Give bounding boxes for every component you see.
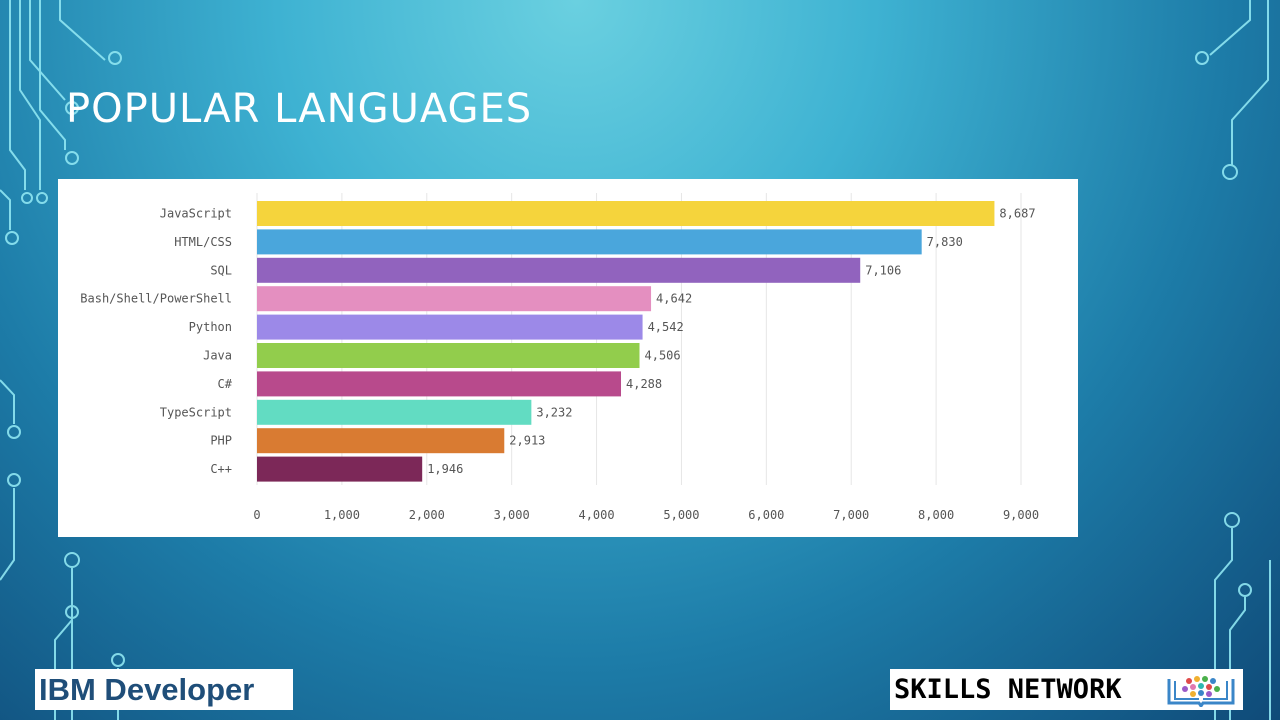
category-label: C++ — [210, 462, 232, 476]
bar — [257, 456, 423, 482]
x-tick-label: 1,000 — [324, 508, 360, 522]
data-label: 4,642 — [656, 292, 692, 306]
data-label: 1,946 — [427, 462, 463, 476]
category-label: TypeScript — [160, 405, 232, 419]
bar — [257, 201, 995, 226]
bar — [257, 343, 640, 368]
data-label: 4,506 — [645, 349, 681, 363]
x-tick-label: 3,000 — [494, 508, 530, 522]
x-tick-label: 4,000 — [578, 508, 614, 522]
data-label: 7,830 — [927, 235, 963, 249]
x-tick-label: 5,000 — [663, 508, 699, 522]
bar — [257, 257, 861, 283]
book-people-icon — [1167, 676, 1235, 707]
bar — [257, 371, 622, 397]
x-tick-label: 6,000 — [748, 508, 784, 522]
x-tick-label: 8,000 — [918, 508, 954, 522]
data-label: 4,542 — [648, 320, 684, 334]
data-label: 8,687 — [999, 207, 1035, 221]
ibm-developer-logo-text: IBM Developer — [39, 671, 255, 707]
category-label: JavaScript — [160, 207, 232, 221]
slide-title: POPULAR LANGUAGES — [66, 86, 533, 132]
bar — [257, 314, 643, 340]
category-label: Bash/Shell/PowerShell — [80, 292, 232, 306]
ibm-developer-logo: IBM Developer — [35, 669, 293, 710]
x-tick-label: 0 — [253, 508, 260, 522]
category-label: Java — [203, 349, 232, 363]
data-label: 3,232 — [536, 405, 572, 419]
category-label: HTML/CSS — [174, 235, 232, 249]
bar-chart: 0 1,000 2,000 3,000 4,000 5,000 6,000 7,000 8,00… — [58, 179, 1078, 537]
skills-network-logo-text: SKILLS NETWORK — [894, 674, 1122, 705]
category-label: C# — [218, 377, 233, 391]
bar — [257, 229, 922, 255]
x-tick-label: 7,000 — [833, 508, 869, 522]
bar — [257, 399, 532, 425]
x-tick-label: 2,000 — [409, 508, 445, 522]
data-label: 4,288 — [626, 377, 662, 391]
skills-network-logo: SKILLS NETWORK — [890, 669, 1243, 710]
x-tick-label: 9,000 — [1003, 508, 1039, 522]
data-label: 7,106 — [865, 263, 901, 277]
bar-chart-svg: 0 1,000 2,000 3,000 4,000 5,000 6,000 7,000 8,00… — [80, 193, 1039, 522]
bar — [257, 286, 652, 312]
data-label: 2,913 — [509, 434, 545, 448]
category-label: SQL — [210, 263, 232, 277]
category-label: PHP — [210, 434, 232, 448]
bar — [257, 428, 505, 454]
category-label: Python — [189, 320, 232, 334]
